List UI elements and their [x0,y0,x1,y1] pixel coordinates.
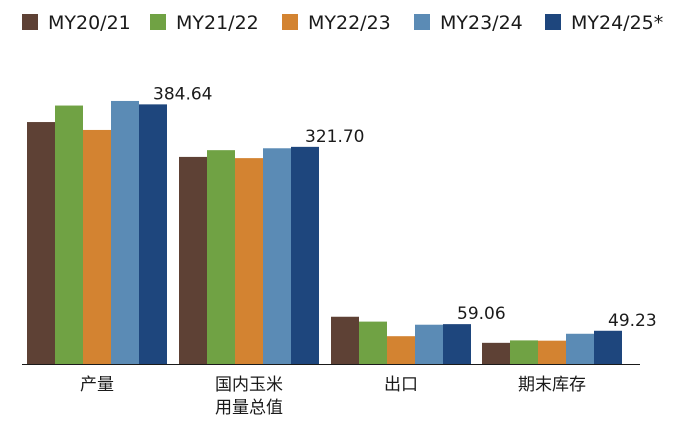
legend: MY20/21 MY21/22 MY22/23 MY23/24 MY24/25* [22,12,663,34]
legend-label-1: MY20/21 [48,12,131,34]
bar-cat3-series1 [331,316,359,364]
legend-label-5: MY24/25* [571,12,663,34]
bar-cat4-series3 [538,340,566,364]
legend-swatch-5 [545,14,561,30]
legend-swatch-3 [282,14,298,30]
category-label-2-line2: 用量总值 [215,398,283,418]
bar-cat3-series2 [359,321,387,364]
legend-swatch-1 [22,14,38,30]
data-label-4: 49.23 [608,311,657,331]
category-label-2-line1: 国内玉米 [215,375,283,395]
category-label-1: 产量 [80,375,114,395]
bar-cat4-series2 [510,340,538,364]
bar-cat4-series1 [482,342,510,364]
bar-cat3-series5 [443,324,471,364]
bar-cat2-series1 [179,156,207,364]
bar-cat1-series4 [111,100,139,364]
legend-label-4: MY23/24 [440,12,523,34]
bar-cat3-series4 [415,324,443,364]
bar-cat1-series2 [55,105,83,364]
legend-swatch-2 [150,14,166,30]
bar-cat3-series3 [387,336,415,364]
data-label-3: 59.06 [457,304,506,324]
category-label-3: 出口 [384,375,418,395]
bar-cat1-series3 [83,129,111,364]
bar-cat2-series4 [263,148,291,364]
legend-label-2: MY21/22 [176,12,259,34]
legend-swatch-4 [414,14,430,30]
data-label-2: 321.70 [305,127,364,147]
bar-cat2-series5 [291,146,319,364]
bar-cat1-series5 [139,104,167,365]
bar-cat2-series3 [235,158,263,364]
legend-label-3: MY22/23 [308,12,391,34]
bars [27,100,622,365]
bar-cat2-series2 [207,150,235,364]
bar-cat1-series1 [27,122,55,364]
data-labels: 384.64 321.70 59.06 49.23 [153,84,657,330]
category-label-4: 期末库存 [518,375,586,395]
data-label-1: 384.64 [153,84,212,104]
bar-cat4-series4 [566,333,594,364]
bar-cat4-series5 [594,330,622,364]
